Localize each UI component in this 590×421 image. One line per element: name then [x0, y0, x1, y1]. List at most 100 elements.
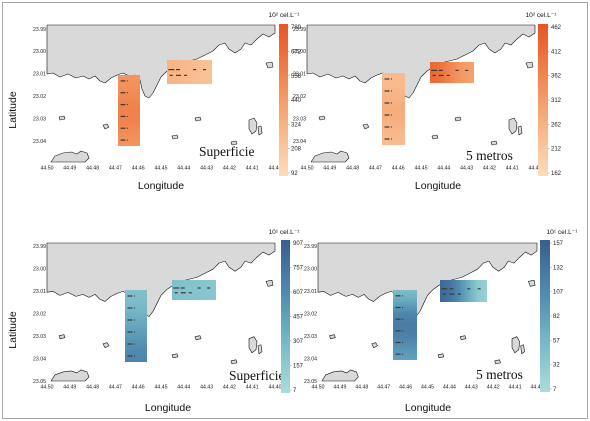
- station-marker: [127, 295, 133, 297]
- heat-cell-vertical-2: [382, 97, 405, 110]
- station-marker: [455, 69, 459, 71]
- colorbar-tick-label: 440: [291, 98, 302, 104]
- station-marker: [203, 69, 206, 71]
- y-tick-label: 23.04: [33, 356, 46, 362]
- station-marker: [133, 355, 136, 357]
- vertical-transect: [393, 290, 417, 360]
- colorbar-group: 462 412 362 312 262 212 162 10² cel.L⁻¹: [526, 12, 562, 177]
- x-tick-label: 44.40: [269, 385, 282, 391]
- colorbar-group: 907 757 607 457 307 157 7 10¹ cel.L⁻¹: [269, 229, 304, 394]
- y-tick-label: 23.99: [33, 244, 46, 250]
- x-tick-label: 44.43: [465, 385, 478, 391]
- station-marker: [395, 295, 401, 297]
- heat-cell-horizontal-4: [203, 60, 212, 84]
- heat-cell-vertical-5: [118, 134, 140, 146]
- station-marker: [449, 293, 455, 295]
- heat-cell-vertical-2: [393, 313, 417, 326]
- colorbar-tick-label: 412: [551, 49, 562, 55]
- heat-cell-horizontal-0: [440, 280, 450, 302]
- colorbar-group: 789 672 556 440 324 208 92 10² cel.L⁻¹: [269, 12, 302, 177]
- station-marker: [169, 74, 173, 76]
- colorbar-tick-label: 212: [551, 147, 562, 153]
- colorbar-unit-label: 10² cel.L⁻¹: [269, 12, 301, 19]
- station-marker: [120, 80, 126, 82]
- y-tick-label: 23.99: [33, 27, 46, 33]
- heat-cell-horizontal-2: [447, 62, 457, 83]
- station-marker: [127, 307, 133, 309]
- station-marker: [180, 287, 185, 289]
- heat-cell-horizontal-1: [438, 62, 448, 83]
- y-tick-label: 23.99: [304, 244, 317, 250]
- x-axis-title: Longitude: [415, 180, 461, 192]
- station-marker: [390, 114, 393, 116]
- x-tick-label: 44.43: [460, 166, 473, 172]
- colorbar-tick-label: 92: [291, 171, 298, 177]
- colorbar-tick-label: 307: [293, 339, 304, 345]
- x-tick-label: 44.46: [132, 385, 145, 391]
- heat-cell-vertical-1: [125, 302, 147, 315]
- heat-cell-horizontal-4: [465, 62, 474, 83]
- x-tick-label: 44.48: [346, 166, 359, 172]
- station-marker: [432, 74, 436, 77]
- colorbar-unit-label: 10² cel.L⁻¹: [526, 12, 558, 19]
- colorbar-unit-label: 10¹ cel.L⁻¹: [547, 229, 579, 236]
- station-marker: [401, 295, 404, 297]
- heat-cell-vertical-3: [125, 326, 147, 339]
- station-marker: [133, 319, 136, 321]
- station-marker: [395, 353, 401, 355]
- horizontal-transect: [430, 62, 474, 83]
- x-tick-label: 44.47: [109, 166, 122, 172]
- station-marker: [184, 74, 188, 76]
- colorbar-tick-label: 157: [553, 241, 564, 247]
- heat-cell-horizontal-3: [468, 280, 478, 302]
- heat-cell-vertical-5: [382, 133, 405, 145]
- y-tick-label: 23.00: [33, 49, 46, 55]
- station-marker: [457, 293, 461, 295]
- y-tick-label: 23.01: [33, 289, 46, 295]
- colorbar-tick-label: 789: [291, 25, 302, 31]
- station-marker: [127, 343, 133, 345]
- station-marker: [188, 292, 192, 294]
- colorbar-tick-label: 556: [291, 74, 302, 80]
- horizontal-transect: [172, 280, 216, 300]
- heat-cell-vertical-1: [118, 86, 140, 99]
- x-tick-label: 44.46: [392, 166, 405, 172]
- heat-cell-horizontal-3: [456, 62, 466, 83]
- x-tick-label: 44.41: [246, 166, 259, 172]
- y-tick-label: 23.05: [304, 379, 317, 385]
- heat-cell-vertical-0: [125, 290, 147, 303]
- colorbar-tick-label: 7: [553, 387, 557, 393]
- station-marker: [438, 74, 444, 77]
- x-tick-label: 44.41: [246, 385, 259, 391]
- station-marker: [438, 69, 443, 71]
- station-marker: [207, 287, 211, 289]
- x-axis-title: Longitude: [145, 402, 191, 414]
- x-tick-label: 44.40: [529, 166, 542, 172]
- depth-label: 5 metros: [476, 367, 523, 382]
- y-axis-title: Latitude: [7, 91, 19, 129]
- heat-cell-vertical-3: [382, 109, 405, 122]
- heat-cell-vertical-5: [125, 350, 147, 362]
- station-marker: [133, 343, 136, 345]
- heat-cell-horizontal-0: [172, 280, 182, 300]
- station-marker: [168, 69, 175, 71]
- x-tick-label: 44.44: [177, 385, 190, 391]
- colorbar-tick-label: 162: [551, 171, 562, 177]
- station-marker: [173, 287, 180, 289]
- colorbar-tick-label: 132: [553, 265, 564, 271]
- x-tick-label: 44.41: [509, 385, 522, 391]
- heat-cell-vertical-5: [393, 348, 417, 360]
- heat-cell-horizontal-1: [449, 280, 460, 302]
- colorbar-tick-label: 262: [551, 122, 562, 128]
- station-marker: [390, 102, 393, 104]
- x-tick-label: 44.49: [63, 166, 76, 172]
- map-panel-2: 44.50 44.49 44.48 44.47 44.46 44.45 44.44 44.43…: [293, 12, 562, 192]
- y-tick-label: 23.00: [293, 49, 306, 55]
- x-axis-title: Longitude: [405, 402, 451, 414]
- station-marker: [133, 331, 136, 333]
- station-marker: [449, 288, 454, 290]
- colorbar-tick-label: 457: [293, 315, 304, 321]
- station-marker: [395, 318, 401, 320]
- station-marker: [390, 138, 393, 140]
- y-tick-label: 23.99: [293, 27, 306, 33]
